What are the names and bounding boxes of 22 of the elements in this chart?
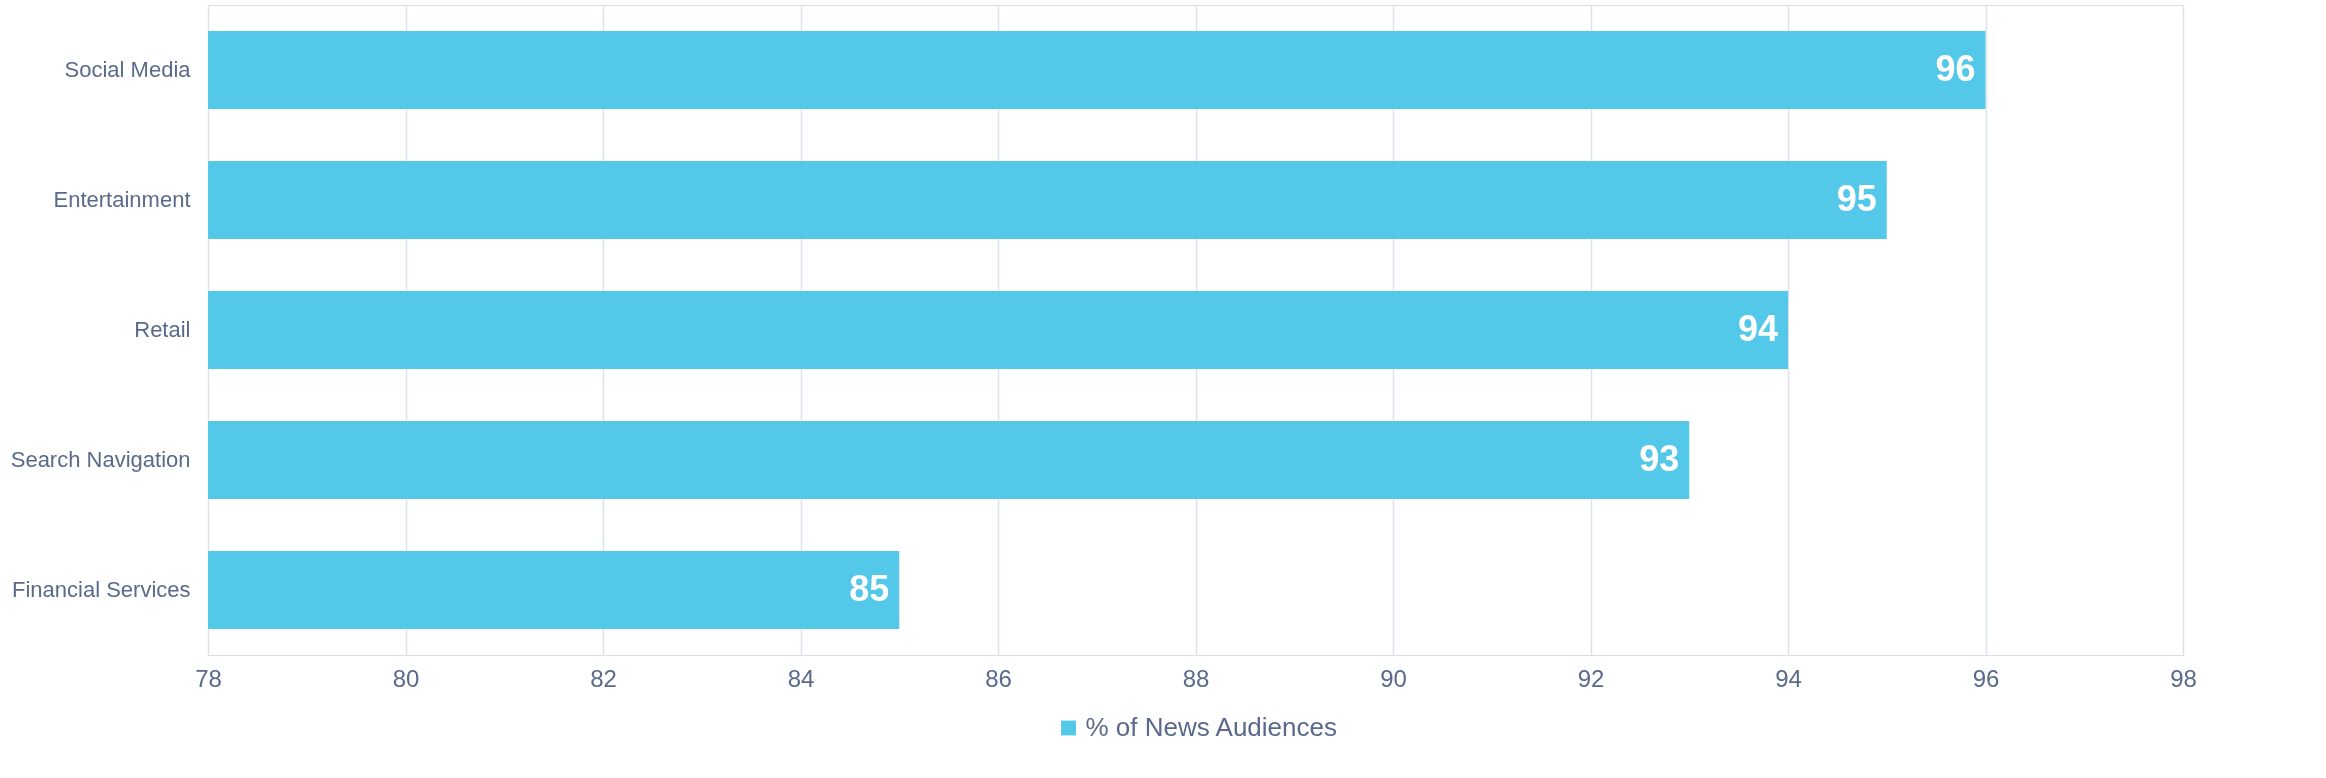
x-tick-label: 80 xyxy=(392,664,420,692)
x-tick-label: 78 xyxy=(195,664,222,692)
data-label: 93 xyxy=(1639,438,1680,479)
x-tick-label: 84 xyxy=(787,664,815,692)
y-tick-label: Social Media xyxy=(64,57,192,82)
x-tick-label: 94 xyxy=(1775,664,1802,692)
y-tick-label: Entertainment xyxy=(53,187,191,212)
x-tick-label: 86 xyxy=(985,664,1012,692)
data-label: 85 xyxy=(849,568,890,609)
data-label: 94 xyxy=(1737,308,1778,349)
x-tick-label: 96 xyxy=(1972,664,2000,692)
data-label: 95 xyxy=(1836,178,1877,219)
x-tick-label: 88 xyxy=(1182,664,1210,692)
y-tick-label: Search Navigation xyxy=(10,447,191,472)
x-tick-label: 92 xyxy=(1577,664,1605,692)
x-tick-label: 98 xyxy=(2170,664,2197,692)
y-tick-label: Retail xyxy=(134,317,191,342)
y-tick-label: Financial Services xyxy=(11,577,191,602)
x-tick-label: 82 xyxy=(590,664,617,692)
data-label: 96 xyxy=(1935,48,1976,89)
legend-label: % of News Audiences xyxy=(1085,712,1337,742)
x-tick-label: 90 xyxy=(1380,664,1407,692)
